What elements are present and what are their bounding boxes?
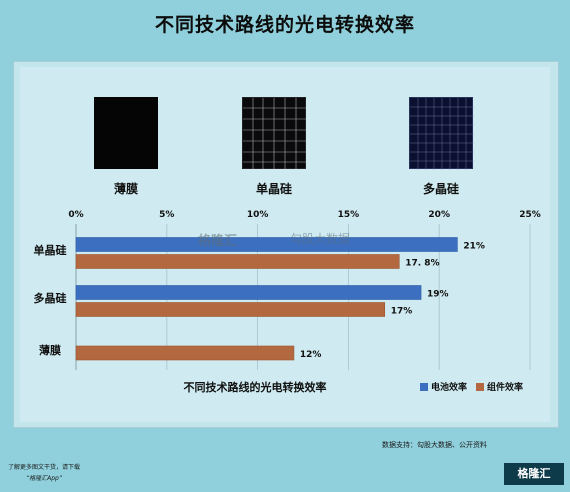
x-tick-label: 20% [428,210,450,220]
x-tick-label: 5% [159,210,174,220]
legend-swatch-module [476,383,484,391]
brand-logo: 格隆汇 [504,463,564,485]
x-tick-label: 25% [519,210,541,220]
data-source: 数据支持：勾股大数据、公开资料 [382,441,487,449]
footer-note: 了解更多图文干货，请下载 “格隆汇App” [8,462,80,484]
page-title: 不同技术路线的光电转换效率 [154,14,415,36]
x-tick-label: 15% [338,210,360,220]
watermark-brand: 格隆汇 [198,234,238,249]
bar [75,285,422,300]
bar-value-label: 19% [427,290,449,300]
chart-title: 不同技术路线的光电转换效率 [183,381,327,394]
legend-label-cell: 电池效率 [431,383,468,393]
watermark-text: 勾股大数据 [290,232,351,246]
x-tick-label: 0% [68,210,83,220]
legend-swatch-cell [420,383,428,391]
bar [75,237,458,252]
legend-label-module: 组件效率 [487,383,524,393]
mono-grid [243,98,307,170]
bar [75,302,386,317]
legend-item-cell: 电池效率 [420,380,467,393]
x-tick-label: 10% [247,210,269,220]
category-label: 薄膜 [39,343,61,357]
footer-note-line2: “格隆汇App” [26,475,62,482]
bar [75,345,295,361]
bar-value-label: 21% [463,242,485,252]
footer-note-line1: 了解更多图文干货，请下载 [8,464,81,471]
image-label-multi-silicon: 多晶硅 [422,182,459,196]
category-label: 多晶硅 [34,291,67,305]
bar-value-label: 17. 8% [405,259,439,269]
legend-item-module: 组件效率 [476,380,523,393]
image-label-mono-silicon: 单晶硅 [255,182,292,196]
category-label: 单晶硅 [34,243,67,257]
multi-silicon-panel-image [409,97,474,170]
mono-silicon-panel-image [242,97,307,170]
thin-film-panel-image [94,97,158,169]
bar-value-label: 12% [300,350,322,360]
bar [75,254,400,269]
multi-grid [410,98,474,170]
image-label-thin-film: 薄膜 [113,182,138,196]
bar-value-label: 17% [391,307,413,317]
